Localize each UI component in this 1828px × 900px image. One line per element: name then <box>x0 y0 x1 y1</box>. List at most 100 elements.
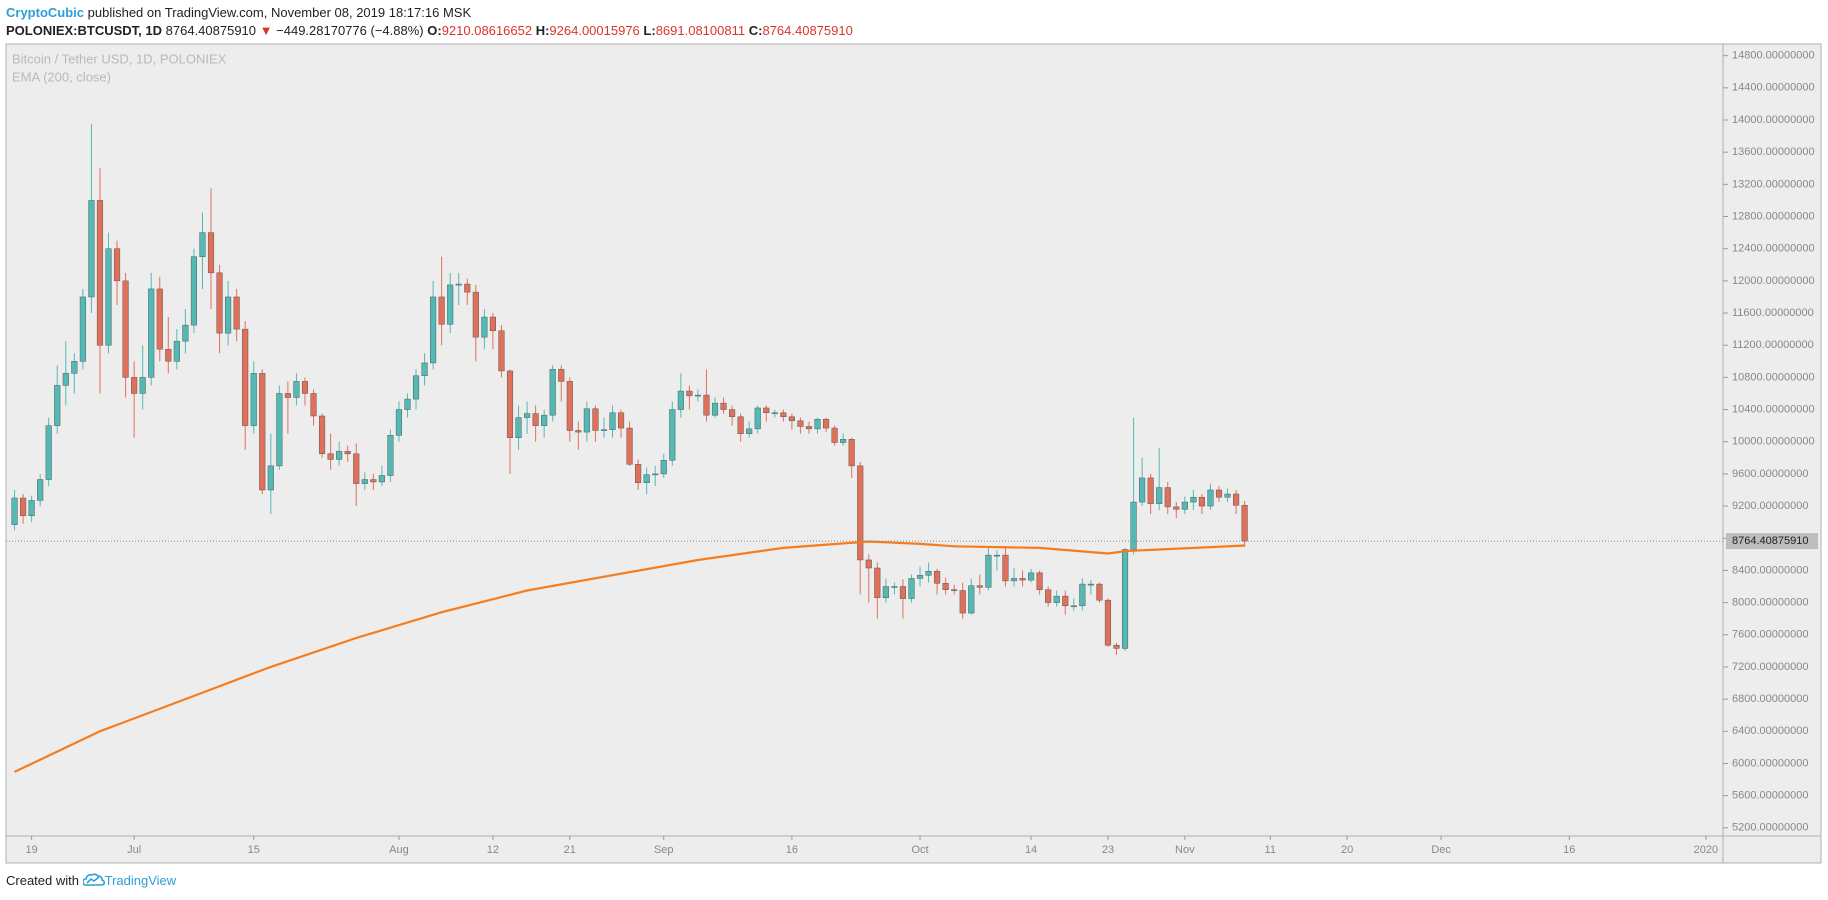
published: published on TradingView.com, November 0… <box>87 5 472 20</box>
candle-body <box>1198 496 1205 507</box>
candle-body <box>1156 487 1163 504</box>
candle-body <box>840 439 847 443</box>
ema-line <box>14 540 1245 773</box>
legend-ema: EMA (200, close) <box>12 69 111 84</box>
candle-body <box>1053 595 1060 603</box>
candle-body <box>387 435 394 476</box>
candle-body <box>1130 501 1137 550</box>
chart-frame <box>5 43 1822 864</box>
candle-body <box>156 288 163 350</box>
candle-body <box>1062 595 1069 607</box>
candle-body <box>430 296 437 364</box>
candle-body <box>1079 583 1086 607</box>
candle-body <box>882 586 889 599</box>
candle-body <box>336 451 343 460</box>
candle-body <box>139 377 146 394</box>
x-tick-label: Oct <box>911 844 928 856</box>
candle-body <box>558 369 565 382</box>
y-tick-label: 6000.00000000 <box>1732 757 1808 769</box>
y-tick-label: 12000.00000000 <box>1732 275 1815 287</box>
last-price-label: 8764.40875910 <box>1732 535 1808 547</box>
candle-body <box>45 425 52 480</box>
candle-body <box>541 414 548 426</box>
y-tick-label: 6800.00000000 <box>1732 693 1808 705</box>
candle-body <box>455 283 462 286</box>
y-tick-label: 6400.00000000 <box>1732 725 1808 737</box>
x-tick-label: 20 <box>1341 844 1353 856</box>
ohlc-label: L: <box>643 23 656 38</box>
candle-body <box>1147 477 1154 504</box>
candle-body <box>822 418 830 429</box>
candle-body <box>421 362 428 377</box>
candle-body <box>925 570 932 576</box>
header: CryptoCubic published on TradingView.com… <box>6 4 853 40</box>
ohlc-label: H: <box>535 23 550 38</box>
candle-body <box>301 381 309 394</box>
created: Created with <box>6 873 79 888</box>
candle-body <box>652 473 659 476</box>
candle-body <box>583 408 590 433</box>
candle-body <box>1002 554 1009 582</box>
candle-body <box>575 430 582 433</box>
ohlc-value: 8691.08100811 <box>655 23 746 38</box>
candle-body <box>464 283 471 293</box>
candle-body <box>293 381 300 398</box>
candle-body <box>506 370 514 438</box>
candle-body <box>959 590 966 614</box>
candle-body <box>874 567 881 599</box>
y-tick-label: 14400.00000000 <box>1732 82 1815 94</box>
candle-body <box>1233 493 1240 506</box>
candle-body <box>592 408 599 431</box>
candle-body <box>489 316 496 331</box>
candle-body <box>1036 572 1043 590</box>
x-tick-label: 15 <box>248 844 260 856</box>
ohlc-value: 9210.08616652 <box>441 23 533 38</box>
x-tick-label: Dec <box>1431 844 1451 856</box>
candle-body <box>865 559 872 569</box>
candle-body <box>985 554 992 588</box>
candle-body <box>1139 477 1146 503</box>
candle-body <box>1010 578 1018 582</box>
x-tick-label: 2020 <box>1694 844 1718 856</box>
candle-body <box>318 415 326 455</box>
candle-body <box>1087 583 1094 586</box>
candle-body <box>1113 644 1120 649</box>
candle-body <box>79 296 86 362</box>
candle-body <box>754 407 761 430</box>
candle-body <box>643 474 650 483</box>
candle-body <box>481 316 488 338</box>
y-tick-label: 13600.00000000 <box>1732 146 1815 158</box>
y-tick-label: 12400.00000000 <box>1732 243 1815 255</box>
candle-body <box>113 248 121 282</box>
candle-body <box>677 390 684 410</box>
candle-body <box>344 451 351 455</box>
candle-body <box>609 412 616 430</box>
candle-body <box>771 412 778 415</box>
candle-body <box>71 361 78 374</box>
candle-body <box>600 429 608 431</box>
legend-title: Bitcoin / Tether USD, 1D, POLONIEX <box>12 51 227 66</box>
candle-body <box>378 475 385 483</box>
author[interactable]: CryptoCubic <box>6 5 84 20</box>
candle-body <box>310 393 317 417</box>
footer: Created with TradingView <box>6 873 176 888</box>
y-tick-label: 8400.00000000 <box>1732 564 1808 576</box>
candle-body <box>216 272 223 334</box>
candle-body <box>1096 583 1103 601</box>
change-arrow: ▼ <box>259 23 273 38</box>
candle-body <box>267 465 274 491</box>
candle-body <box>276 393 283 467</box>
ohlc-value: 8764.40875910 <box>762 23 853 38</box>
candle-body <box>1190 496 1197 503</box>
ohlc-value: 9264.00015976 <box>549 23 640 38</box>
candle-body <box>669 409 676 461</box>
candle-body <box>737 416 744 434</box>
y-tick-label: 9600.00000000 <box>1732 468 1808 480</box>
candle-body <box>934 570 941 584</box>
candle-body <box>259 373 266 491</box>
candle-body <box>857 465 864 561</box>
candle-body <box>20 497 27 516</box>
brand[interactable]: TradingView <box>104 873 177 888</box>
candle-body <box>908 578 915 599</box>
